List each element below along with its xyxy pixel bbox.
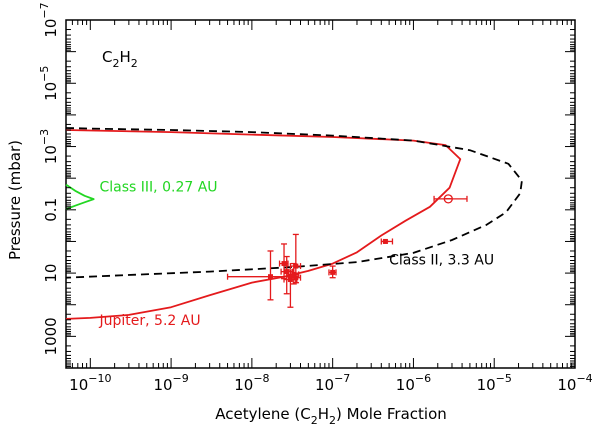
observation-point xyxy=(289,272,302,284)
y-tick-label: 10 xyxy=(42,264,60,283)
series-annotation: Jupiter, 5.2 AU xyxy=(99,313,201,329)
x-tick-label: 10−4 xyxy=(557,372,592,394)
y-axis-title: Pressure (mbar) xyxy=(6,140,24,260)
observation-point xyxy=(328,265,337,279)
series-line-0 xyxy=(65,129,462,320)
y-tick-label: 1000 xyxy=(42,317,60,355)
x-tick-label: 10−7 xyxy=(315,372,350,394)
y-tick-label: 0.1 xyxy=(42,198,60,222)
observation-point xyxy=(380,238,394,245)
series-annotation: Class II, 3.3 AU xyxy=(389,252,494,268)
species-label: C2H2 xyxy=(102,48,138,70)
series-line-2 xyxy=(65,183,95,210)
y-tick-label: 10−5 xyxy=(38,66,60,101)
series-annotation: Class III, 0.27 AU xyxy=(100,179,218,195)
x-tick-label: 10−9 xyxy=(153,372,188,394)
x-tick-label: 10−10 xyxy=(69,372,111,394)
x-tick-label: 10−8 xyxy=(234,372,269,394)
observation-point xyxy=(433,194,468,204)
x-tick-label: 10−5 xyxy=(477,372,512,394)
y-tick-label: 10−7 xyxy=(38,2,60,37)
y-tick-label: 10−3 xyxy=(38,129,60,164)
observation-point xyxy=(278,243,289,280)
x-tick-label: 10−6 xyxy=(396,372,431,394)
x-axis-title: Acetylene (C2H2) Mole Fraction xyxy=(215,405,447,427)
